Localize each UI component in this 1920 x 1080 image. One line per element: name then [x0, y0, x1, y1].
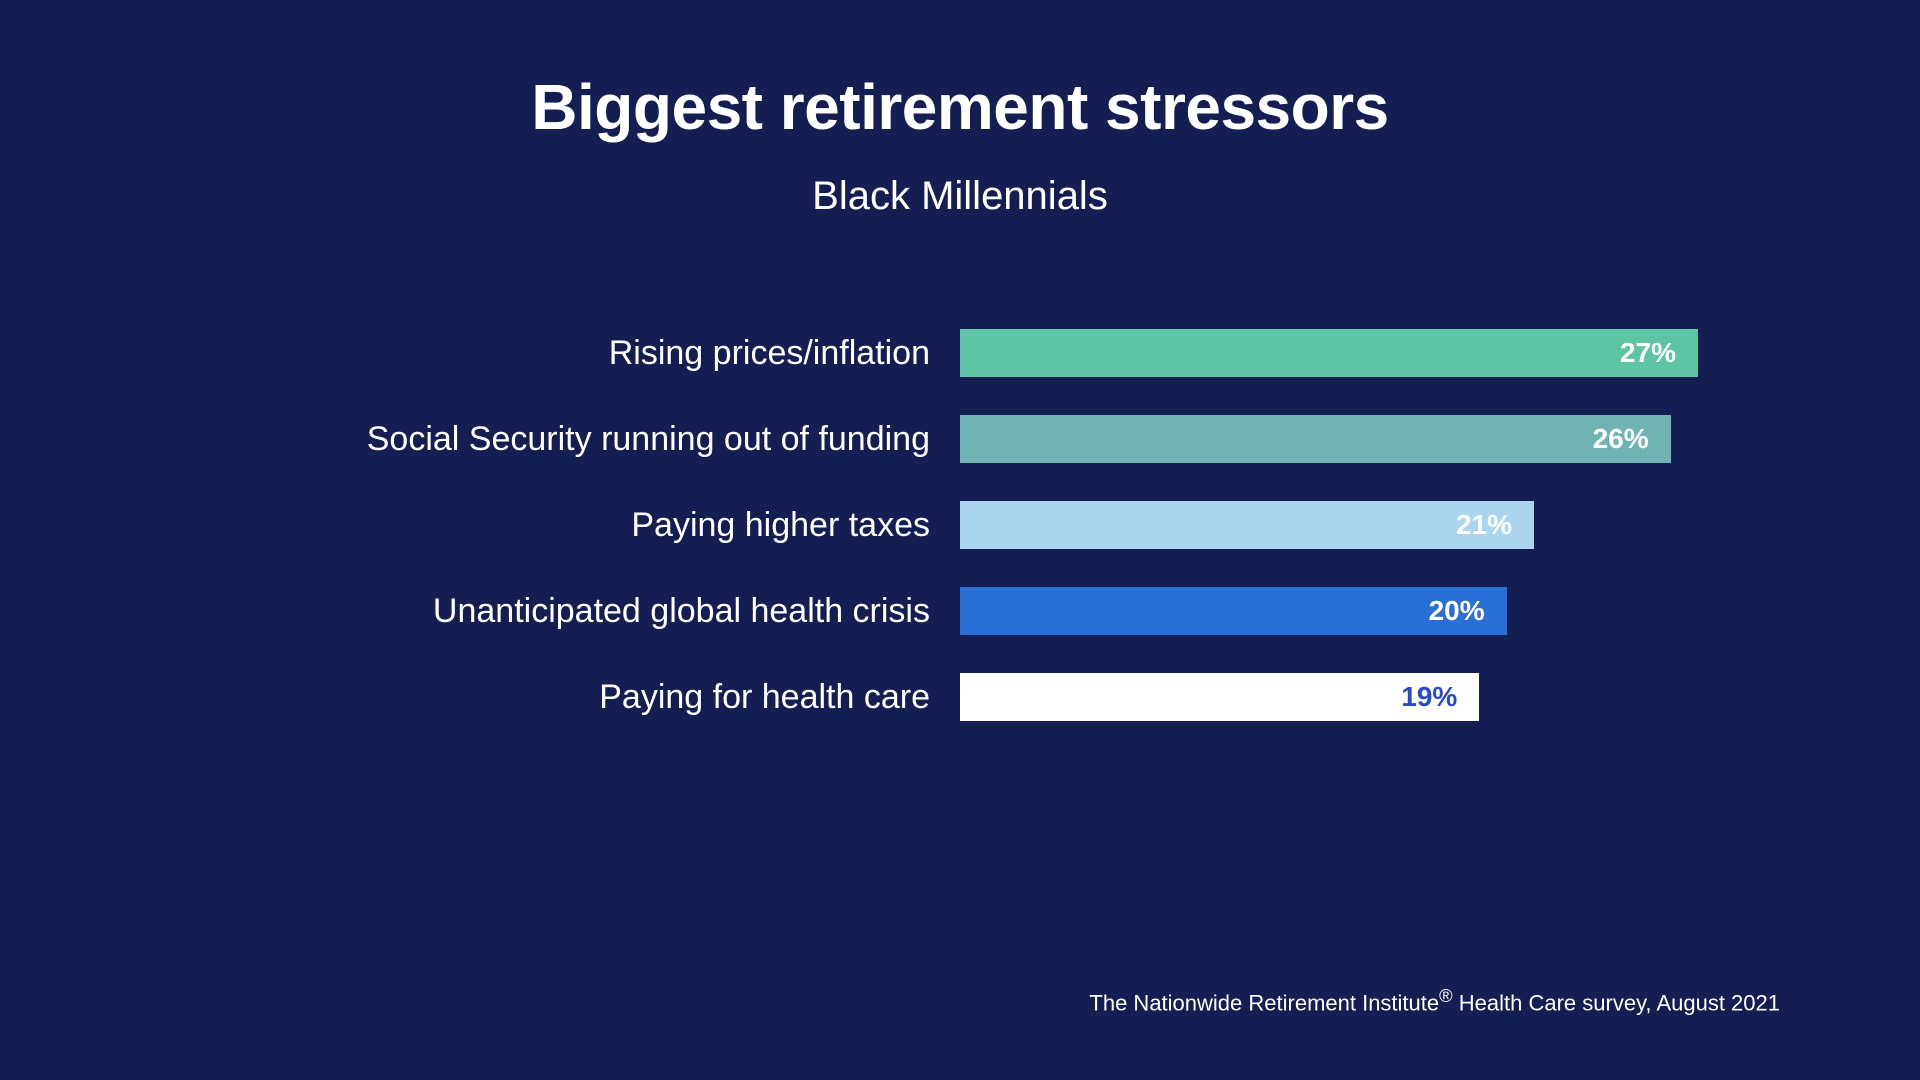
bar-row: Unanticipated global health crisis 20%	[140, 587, 1780, 635]
bar-track: 27%	[960, 329, 1780, 377]
bar-row: Social Security running out of funding 26…	[140, 415, 1780, 463]
bar-value: 19%	[1401, 681, 1457, 713]
bar-label: Paying higher taxes	[140, 506, 960, 545]
source-suffix: Health Care survey, August 2021	[1453, 990, 1780, 1015]
bar-label: Social Security running out of funding	[140, 420, 960, 459]
bar-label: Paying for health care	[140, 678, 960, 717]
bar-track: 21%	[960, 501, 1780, 549]
bar-track: 26%	[960, 415, 1780, 463]
source-prefix: The Nationwide Retirement Institute	[1089, 990, 1439, 1015]
bar-track: 20%	[960, 587, 1780, 635]
bar-chart: Rising prices/inflation 27% Social Securit…	[140, 329, 1780, 721]
bar-label: Rising prices/inflation	[140, 334, 960, 373]
bar: 26%	[960, 415, 1671, 463]
bar-value: 21%	[1456, 509, 1512, 541]
bar-label: Unanticipated global health crisis	[140, 592, 960, 631]
bar: 20%	[960, 587, 1507, 635]
chart-subtitle: Black Millennials	[140, 174, 1780, 219]
bar-value: 20%	[1429, 595, 1485, 627]
bar: 27%	[960, 329, 1698, 377]
bar-track: 19%	[960, 673, 1780, 721]
bar-value: 26%	[1593, 423, 1649, 455]
bar: 19%	[960, 673, 1479, 721]
bar: 21%	[960, 501, 1534, 549]
bar-value: 27%	[1620, 337, 1676, 369]
slide: Biggest retirement stressors Black Mille…	[0, 0, 1920, 1080]
chart-title: Biggest retirement stressors	[140, 70, 1780, 144]
bar-row: Rising prices/inflation 27%	[140, 329, 1780, 377]
bar-row: Paying for health care 19%	[140, 673, 1780, 721]
source-citation: The Nationwide Retirement Institute® Hea…	[1089, 985, 1780, 1016]
bar-row: Paying higher taxes 21%	[140, 501, 1780, 549]
registered-mark: ®	[1439, 985, 1453, 1006]
